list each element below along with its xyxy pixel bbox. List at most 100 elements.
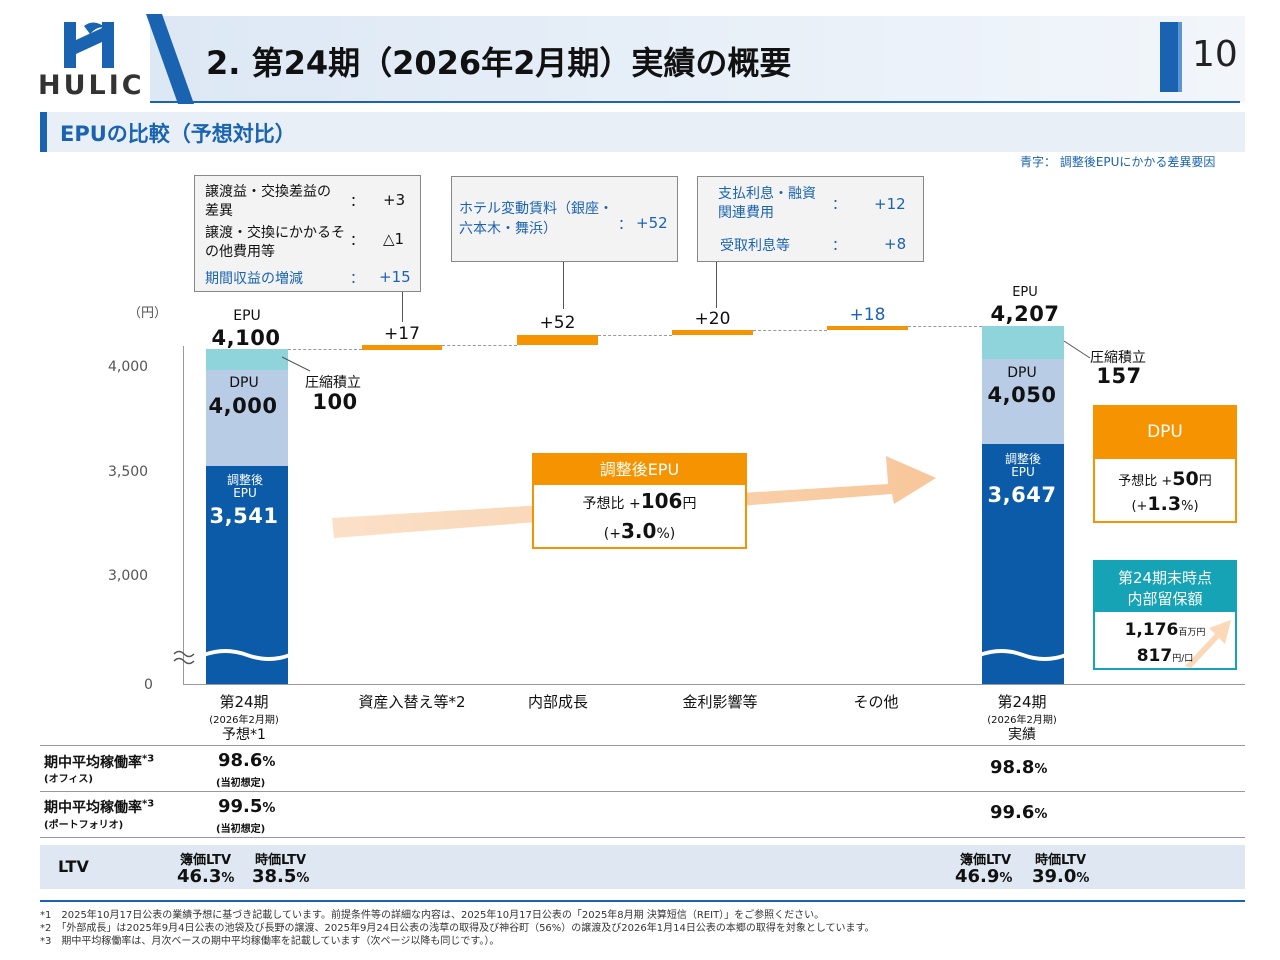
dpu-box-unit: 円 (1198, 474, 1212, 489)
row1-forecast-note: (当初想定) (216, 778, 266, 789)
callout1-row2-value: △1 (383, 230, 405, 248)
x-label-actual-3: 実績 (1008, 727, 1036, 743)
x-label-forecast-3: 予想*1 (222, 727, 266, 743)
actual-dpu-label: DPU (1007, 365, 1037, 381)
callout2-leader (563, 262, 564, 309)
dpu-box-title: DPU (1095, 407, 1235, 459)
step-label-other: +18 (849, 305, 886, 325)
row1-forecast: 98.6% (218, 750, 276, 771)
forecast-adj-epu-segment (206, 466, 288, 684)
forecast-market-ltv: 38.5% (252, 866, 310, 887)
callout3-row1-value: +12 (874, 195, 906, 213)
dpu-box-line2: (+1.3%) (1095, 493, 1235, 515)
forecast-epu-label: EPU (233, 308, 261, 324)
callout-asset-replacement: 譲渡益・交換差益の差異 ： +3 譲渡・交換にかかるその他費用等 ： △1 期間… (194, 175, 421, 292)
adj-epu-box-pct-close: %) (656, 526, 676, 542)
footer-rule (40, 900, 1245, 902)
table-ltv-row: LTV 簿価LTV 時価LTV 46.3% 38.5% 簿価LTV 時価LTV … (40, 845, 1245, 889)
y-axis-line (183, 346, 184, 684)
table-row-occupancy-portfolio: 期中平均稼働率*3 (ポートフォリオ) 99.5% (当初想定) 99.6% (40, 792, 1245, 838)
connector-line (598, 335, 672, 336)
dpu-box-line1: 予想比 +50円 (1095, 468, 1235, 490)
x-label-forecast-1: 第24期 (219, 693, 269, 711)
dpu-box-value: 50 (1172, 468, 1199, 490)
section-title: EPUの比較（予想対比） (60, 122, 296, 146)
forecast-reserve-value: 100 (312, 390, 358, 414)
row2-forecast: 99.5% (218, 796, 276, 817)
step-label-interest: +20 (694, 309, 731, 329)
forecast-adj-value: 3,541 (209, 504, 279, 528)
x-label-internal: 内部成長 (527, 693, 588, 711)
x-label-forecast-2: (2026年2月期) (209, 715, 279, 726)
callout-internal-growth: ホテル変動賃料（銀座・六本木・舞浜） ： +52 (451, 176, 678, 262)
section-marker (40, 112, 47, 152)
step-bar-asset (362, 345, 442, 350)
connector-line (288, 349, 362, 350)
callout1-colon: ： (350, 233, 364, 249)
callout1-row3-label: 期間収益の増減 (205, 271, 303, 287)
forecast-dpu-label: DPU (229, 375, 259, 391)
ltv-label: LTV (58, 857, 89, 876)
x-label-actual-1: 第24期 (997, 693, 1047, 711)
step-bar-other (827, 326, 908, 330)
header-underline (150, 101, 1240, 103)
x-label-interest: 金利影響等 (682, 693, 758, 711)
axis-break-icon (173, 650, 195, 665)
callout1-colon: ： (350, 194, 364, 210)
footnote-1: *1 2025年10月17日公表の業績予想に基づき記載しています。前提条件等の詳… (40, 910, 825, 921)
legend-note: 青字： 調整後EPUにかかる差異要因 (1020, 155, 1216, 169)
adj-epu-box-unit: 円 (682, 496, 697, 512)
axis-tick-0: 0 (144, 677, 153, 693)
callout1-colon: ： (350, 271, 364, 287)
forecast-book-ltv-label: 簿価LTV (180, 853, 232, 868)
row2-label: 期中平均稼働率*3 (44, 798, 155, 816)
actual-dpu-segment (982, 359, 1064, 444)
retained-box-value-2: 817 (1136, 646, 1173, 666)
callout1-row3-value: +15 (379, 268, 411, 286)
retained-box-title-1: 第24期末時点 (1117, 569, 1213, 587)
axis-unit: （円） (128, 306, 168, 321)
retained-box-title-2: 内部留保額 (1127, 590, 1203, 608)
page-number-bar (1160, 22, 1178, 92)
x-label-other: その他 (853, 693, 899, 711)
actual-epu-value: 4,207 (990, 302, 1060, 326)
callout2-value: +52 (636, 214, 668, 232)
actual-reserve-leader (1063, 340, 1091, 359)
page-title: 2. 第24期（2026年2月期）実績の概要 (206, 44, 792, 82)
retained-box-header: 第24期末時点 内部留保額 (1095, 562, 1235, 612)
actual-dpu-value: 4,050 (987, 383, 1057, 407)
forecast-adj-label-1: 調整後 (226, 473, 263, 487)
callout3-colon: ： (832, 197, 846, 213)
retained-box-value-1: 1,176 (1124, 620, 1179, 640)
connector-line (442, 345, 517, 346)
connector-line (753, 330, 827, 331)
step-bar-interest (672, 330, 753, 335)
adj-epu-box-prefix: 予想比 + (582, 496, 641, 512)
retained-earnings-box: 第24期末時点 内部留保額 1,176百万円 817円/口 (1093, 560, 1237, 670)
row2-sub-label: (ポートフォリオ) (44, 820, 124, 831)
forecast-bar-break (204, 649, 290, 661)
callout3-colon: ： (832, 238, 846, 254)
dpu-box-pct: 1.3 (1147, 493, 1182, 515)
forecast-epu-value: 4,100 (211, 326, 281, 350)
callout3-leader (716, 262, 717, 308)
callout2-colon: ： (618, 217, 632, 233)
actual-market-ltv-label: 時価LTV (1035, 853, 1087, 868)
row2-forecast-note: (当初想定) (216, 824, 266, 835)
dpu-summary-box: DPU 予想比 +50円 (+1.3%) (1093, 405, 1237, 523)
row1-label: 期中平均稼働率*3 (44, 753, 155, 771)
actual-reserve-label: 圧縮積立 (1090, 350, 1146, 366)
footnote-2: *2 「外部成長」は2025年9月4日公表の池袋及び長野の譲渡、2025年9月2… (40, 923, 875, 934)
forecast-dpu-segment (206, 370, 288, 466)
adj-epu-box-title: 調整後EPU (534, 455, 745, 485)
x-axis-line (183, 684, 1245, 685)
axis-tick-3500: 3,500 (108, 464, 149, 480)
footnote-3: *3 期中平均稼働率は、月次ベースの期中平均稼働率を記載しています（次ページ以降… (40, 936, 500, 947)
retained-box-line1: 1,176百万円 (1095, 620, 1235, 640)
adj-epu-box-pct: 3.0 (621, 519, 657, 543)
actual-adj-value: 3,647 (987, 483, 1057, 507)
actual-epu-label: EPU (1012, 285, 1038, 300)
header-slash-shape (146, 14, 194, 104)
axis-tick-4000: 4,000 (108, 359, 149, 375)
retained-box-unit-1: 百万円 (1178, 628, 1206, 638)
